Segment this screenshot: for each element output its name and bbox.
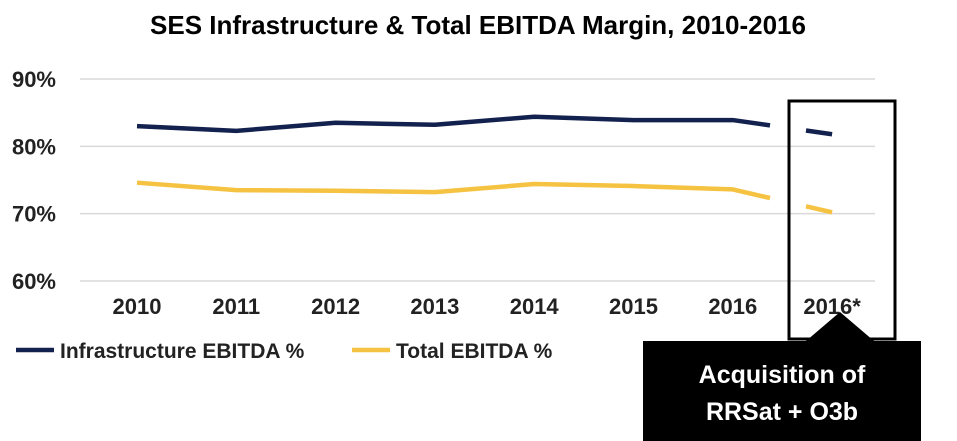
x-tick-label: 2016 (708, 294, 757, 319)
x-tick-label: 2013 (410, 294, 459, 319)
series-line-0 (136, 114, 771, 134)
x-tick-label: 2011 (212, 294, 260, 319)
annotation-callout: Acquisition of RRSat + O3b (643, 312, 921, 441)
legend: Infrastructure EBITDA % Total EBITDA % (16, 340, 553, 363)
x-tick-label: 2014 (510, 294, 560, 319)
series-line-1-highlight (805, 204, 833, 215)
x-tick-label: 2010 (113, 294, 162, 319)
legend-label: Total EBITDA % (396, 340, 553, 363)
x-axis-ticks: 2010 2011 2012 2013 2014 2015 2016 2016* (113, 294, 862, 319)
series-line-0-highlight (805, 128, 833, 137)
callout-box (643, 312, 921, 441)
x-tick-label: 2012 (311, 294, 360, 319)
y-tick-label: 70% (12, 202, 56, 227)
callout-text-line: RRSat + O3b (706, 398, 858, 426)
callout-text-line: Acquisition of (699, 361, 866, 389)
gridlines (80, 78, 875, 282)
y-tick-label: 90% (12, 67, 56, 92)
series-line-1 (136, 180, 771, 201)
series-lines (136, 114, 833, 215)
x-tick-label: 2015 (609, 294, 658, 319)
legend-label: Infrastructure EBITDA % (60, 340, 305, 363)
y-axis-ticks: 90% 80% 70% 60% (12, 67, 56, 294)
y-tick-label: 60% (12, 269, 56, 294)
x-tick-label: 2016* (803, 294, 861, 319)
y-tick-label: 80% (12, 134, 56, 159)
chart-title: SES Infrastructure & Total EBITDA Margin… (150, 10, 806, 40)
